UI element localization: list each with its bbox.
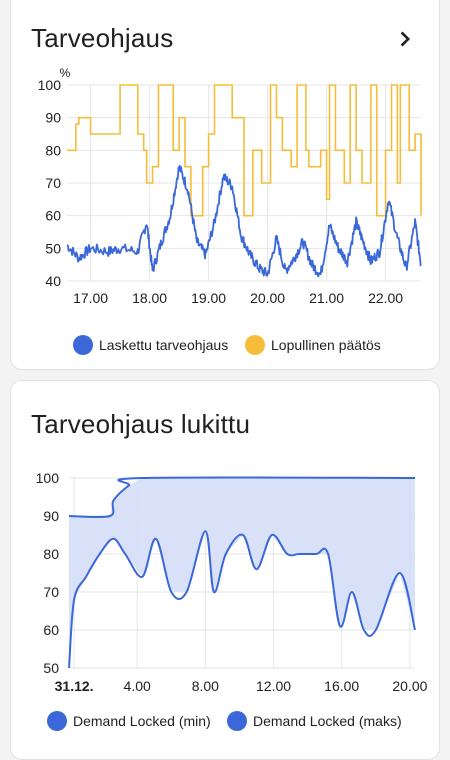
x-tick-label: 18.00 bbox=[132, 290, 167, 306]
legend-item-maks[interactable]: Demand Locked (maks) bbox=[227, 711, 402, 731]
x-tick-label: 16.00 bbox=[324, 678, 359, 694]
series-line-laskettu bbox=[66, 164, 422, 278]
y-tick-label: 60 bbox=[45, 208, 61, 224]
card-title: Tarveohjaus bbox=[31, 23, 174, 53]
legend-swatch bbox=[227, 711, 247, 731]
x-tick-label: 20.00 bbox=[392, 678, 427, 694]
y-tick-label: 100 bbox=[36, 470, 60, 486]
series-line-lopullinen bbox=[67, 84, 422, 217]
y-tick-label: 50 bbox=[45, 240, 61, 256]
legend-label: Demand Locked (maks) bbox=[253, 713, 402, 729]
y-tick-label: 100 bbox=[38, 77, 62, 93]
x-tick-label: 21.00 bbox=[309, 290, 344, 306]
legend-label: Demand Locked (min) bbox=[73, 713, 211, 729]
x-tick-label: 19.00 bbox=[191, 290, 226, 306]
y-axis-unit: % bbox=[60, 66, 71, 80]
tarveohjaus-lukittu-card: Tarveohjaus lukittu 100 90 80 70 60 50 31.12. 4… bbox=[10, 380, 440, 760]
legend-swatch bbox=[73, 335, 93, 355]
y-tick-label: 90 bbox=[45, 110, 61, 126]
x-tick-label: 31.12. bbox=[55, 678, 94, 694]
x-tick-label: 20.00 bbox=[250, 290, 285, 306]
legend-item-min[interactable]: Demand Locked (min) bbox=[47, 711, 211, 731]
tarveohjaus-card: Tarveohjaus 100 90 80 70 60 50 40 17.00 18.00 19.… bbox=[10, 0, 440, 370]
x-tick-label: 4.00 bbox=[124, 678, 151, 694]
x-tick-label: 17.00 bbox=[73, 290, 108, 306]
legend-swatch bbox=[47, 711, 67, 731]
x-tick-label: 8.00 bbox=[192, 678, 219, 694]
series-line-min bbox=[68, 530, 416, 669]
card-title: Tarveohjaus lukittu bbox=[31, 409, 251, 439]
x-tick-label: 12.00 bbox=[256, 678, 291, 694]
legend-label: Laskettu tarveohjaus bbox=[99, 337, 229, 353]
y-tick-label: 80 bbox=[45, 142, 61, 158]
legend-item-lopullinen[interactable]: Lopullinen päätös bbox=[245, 335, 381, 355]
series-line-maks bbox=[68, 476, 416, 519]
tarveohjaus-lukittu-chart: 100 90 80 70 60 50 31.12. 4.00 8.00 12.00 16.00 20.… bbox=[36, 470, 428, 694]
y-tick-label: 90 bbox=[43, 508, 59, 524]
tarveohjaus-chart: 100 90 80 70 60 50 40 17.00 18.00 19.00 20.00 21.00… bbox=[38, 66, 422, 306]
y-tick-label: 50 bbox=[43, 660, 59, 676]
y-tick-label: 70 bbox=[45, 175, 61, 191]
legend-item-laskettu[interactable]: Laskettu tarveohjaus bbox=[73, 335, 228, 355]
y-tick-label: 80 bbox=[43, 546, 59, 562]
y-tick-label: 60 bbox=[43, 622, 59, 638]
y-tick-label: 70 bbox=[43, 584, 59, 600]
y-tick-label: 40 bbox=[45, 273, 61, 289]
chevron-right-icon[interactable] bbox=[393, 27, 417, 51]
x-tick-label: 22.00 bbox=[368, 290, 403, 306]
legend-label: Lopullinen päätös bbox=[271, 337, 381, 353]
legend-swatch bbox=[245, 335, 265, 355]
range-band bbox=[69, 478, 415, 668]
